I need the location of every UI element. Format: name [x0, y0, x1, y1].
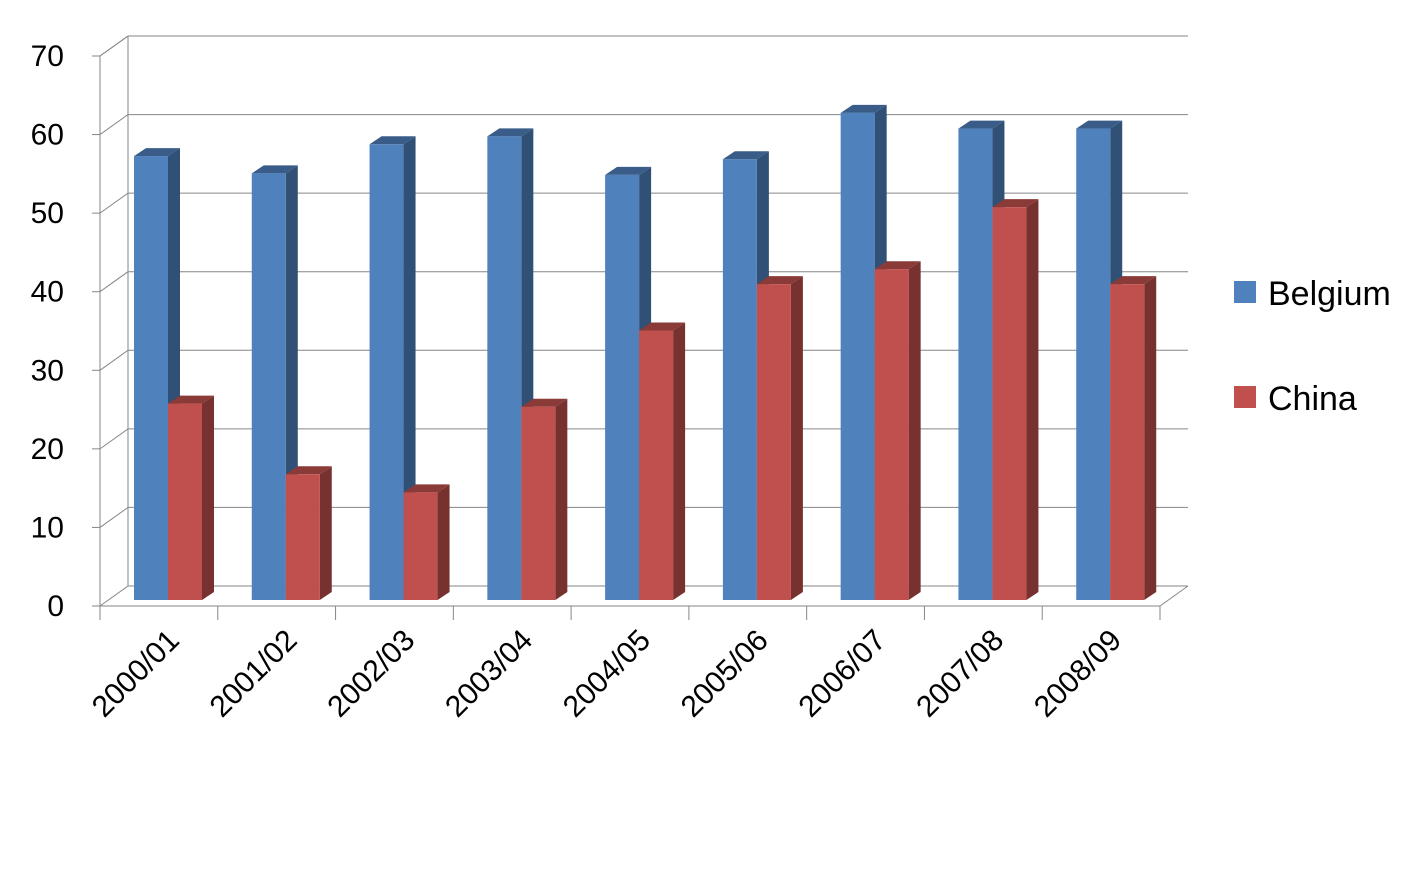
legend-swatch — [1234, 386, 1256, 408]
bar-front-face — [369, 144, 404, 601]
bar-belgium-2006-07 — [840, 104, 887, 600]
bar-top-face — [958, 120, 1005, 129]
bar-front-face — [134, 156, 168, 601]
bar-front-face — [1110, 284, 1145, 600]
bar-top-face — [134, 148, 180, 157]
bar-front-face — [521, 406, 556, 600]
bar-china-2007-08 — [992, 199, 1039, 600]
bar-china-2000-01 — [168, 395, 214, 600]
y-tick-label-70: 70 — [31, 40, 64, 73]
gridline-60-side — [99, 114, 129, 135]
bar-china-2006-07 — [874, 261, 921, 600]
bar-top-face — [1110, 276, 1157, 285]
x-tick-label-2008-09: 2008/09 — [1028, 624, 1128, 724]
bar-front-face — [958, 128, 993, 601]
bar-front-face — [756, 284, 791, 600]
bar-front-face — [285, 474, 320, 600]
bar-side-face — [790, 276, 803, 600]
legend-label: China — [1268, 380, 1357, 418]
x-tick-label-2000-01: 2000/01 — [86, 624, 186, 724]
bar-top-face — [1076, 120, 1123, 129]
bar-front-face — [992, 207, 1027, 600]
x-tick-label-2002-03: 2002/03 — [321, 624, 421, 724]
bar-china-2001-02 — [285, 466, 332, 600]
gridline-10-side — [99, 507, 129, 528]
floor-right-edge — [1159, 585, 1189, 607]
y-tick-label-30: 30 — [31, 354, 64, 387]
bar-top-face — [840, 104, 887, 113]
bar-front-face — [1076, 128, 1111, 601]
bar-side-face — [437, 484, 450, 600]
bar-top-face — [285, 466, 332, 475]
bar-front-face — [487, 136, 522, 600]
bar-side-face — [403, 136, 416, 601]
bar-side-face — [202, 395, 214, 600]
legend: Belgium China — [1234, 275, 1391, 418]
gridline-50-side — [99, 192, 129, 214]
bars — [134, 104, 1157, 601]
bar-side-face — [1026, 199, 1039, 600]
bar-front-face — [251, 173, 286, 600]
x-tick-label-2007-08: 2007/08 — [910, 624, 1010, 724]
x-axis-tick-labels: 2000/01 2001/02 2002/03 2003/04 2004/05 2005/… — [86, 624, 1128, 724]
x-tick-label-2004-05: 2004/05 — [557, 624, 657, 724]
x-tick-label-2005-06: 2005/06 — [675, 624, 775, 724]
gridline-20-side — [99, 428, 129, 450]
bar-front-face — [605, 174, 640, 600]
bar-belgium-2002-03 — [369, 136, 416, 601]
gridline-30-side — [99, 349, 129, 371]
y-tick-label-40: 40 — [31, 276, 64, 309]
x-tick-label-2006-07: 2006/07 — [792, 624, 892, 724]
x-axis — [99, 585, 1189, 620]
bar-front-face — [874, 269, 909, 600]
bar-top-face — [487, 128, 534, 137]
bar-china-2005-06 — [756, 276, 803, 600]
bar-front-face — [403, 492, 438, 600]
gridline-40-side — [99, 271, 129, 293]
bar-top-face — [639, 322, 686, 331]
bar-side-face — [673, 322, 686, 600]
y-tick-label-60: 60 — [31, 119, 64, 152]
legend-swatch — [1234, 281, 1256, 303]
bar-side-face — [908, 261, 921, 600]
bar-front-face — [168, 403, 202, 600]
bar-side-face — [319, 466, 332, 600]
bar-front-face — [639, 330, 674, 600]
bar-top-face — [605, 166, 652, 175]
bar-top-face — [168, 395, 214, 404]
bar-top-face — [521, 398, 568, 407]
bar-top-face — [756, 276, 803, 285]
y-tick-label-0: 0 — [47, 590, 64, 623]
bar-top-face — [874, 261, 921, 270]
gridline-0-side — [99, 585, 129, 607]
x-tick-label-2003-04: 2003/04 — [439, 624, 539, 724]
gridline-70-side — [99, 35, 129, 57]
bar-china-2003-04 — [521, 398, 568, 600]
legend-item-belgium: Belgium — [1234, 275, 1391, 313]
bar-top-face — [251, 165, 298, 174]
bar-top-face — [722, 151, 769, 160]
x-tick-label-2001-02: 2001/02 — [204, 624, 304, 724]
bar-front-face — [722, 159, 757, 600]
bar-top-face — [369, 136, 416, 145]
y-axis-tick-labels: 0 10 20 30 40 50 60 70 — [31, 40, 64, 623]
y-tick-label-20: 20 — [31, 433, 64, 466]
legend-label: Belgium — [1268, 275, 1391, 313]
chart-walls — [99, 35, 129, 606]
bar-top-face — [403, 484, 450, 493]
bar-side-face — [555, 398, 568, 600]
bar-china-2008-09 — [1110, 276, 1157, 600]
bar-china-2002-03 — [403, 484, 450, 600]
y-tick-label-50: 50 — [31, 197, 64, 230]
bar-front-face — [840, 112, 875, 600]
legend-item-china: China — [1234, 380, 1357, 418]
bar-china-2004-05 — [639, 322, 686, 600]
bar-side-face — [1144, 276, 1157, 600]
bar-top-face — [992, 199, 1039, 208]
y-tick-label-10: 10 — [31, 511, 64, 544]
